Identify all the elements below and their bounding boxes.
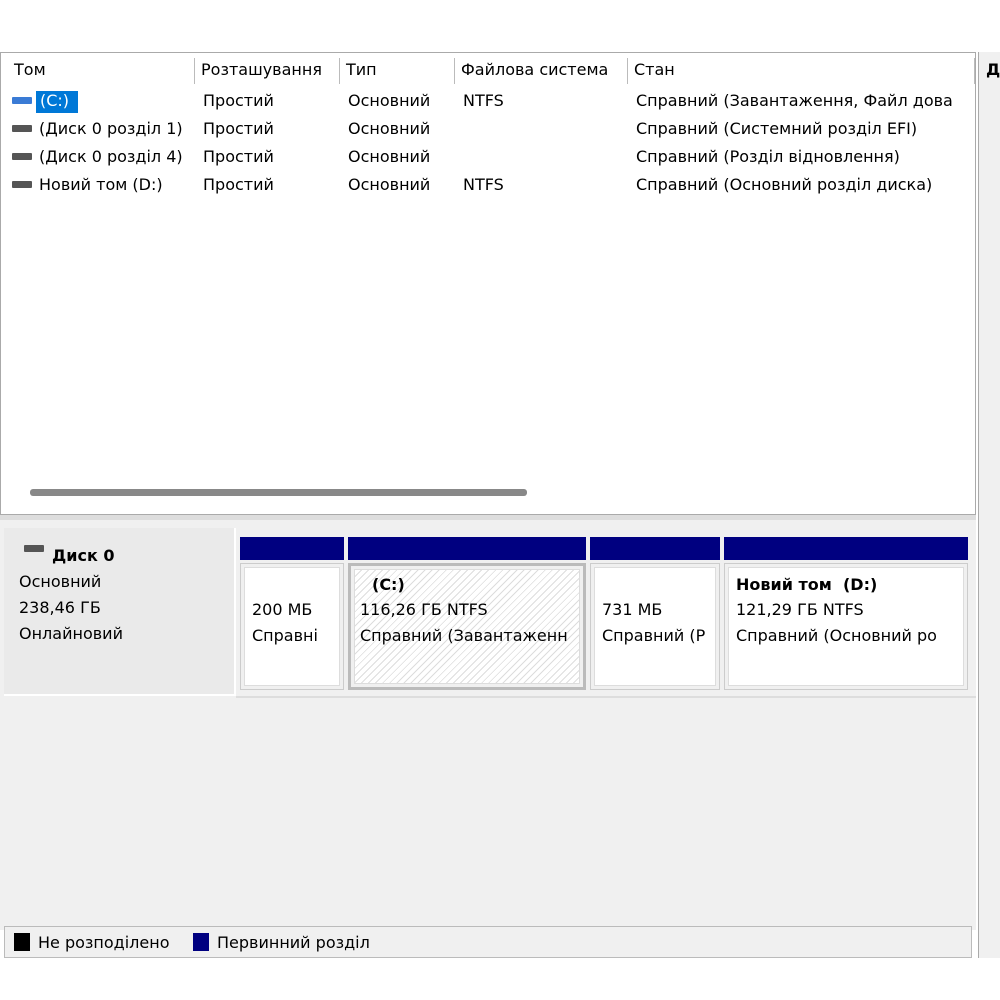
table-cell[interactable]: (Диск 0 розділ 1) — [39, 119, 183, 138]
table-cell[interactable]: Основний — [348, 175, 431, 194]
volume-pane — [0, 52, 976, 515]
table-cell[interactable]: Основний — [348, 91, 431, 110]
partition[interactable] — [348, 563, 586, 690]
table-cell[interactable]: NTFS — [463, 91, 504, 110]
partition[interactable] — [240, 563, 344, 690]
partition-body — [354, 569, 580, 684]
partition[interactable] — [724, 563, 968, 690]
partition-bar — [590, 537, 720, 560]
disk-icon — [24, 545, 44, 552]
drive-icon — [12, 181, 32, 188]
legend-text: Первинний розділ — [217, 933, 370, 952]
drive-icon — [12, 97, 32, 104]
table-cell[interactable]: Справний (Системний розділ EFI) — [636, 119, 918, 138]
table-cell[interactable]: Простий — [203, 147, 274, 166]
table-cell[interactable]: Простий — [203, 91, 274, 110]
partition-bar — [348, 537, 586, 560]
disk-row-line — [236, 696, 976, 698]
table-cell[interactable]: Простий — [203, 119, 274, 138]
disk-info — [4, 528, 236, 696]
partition-size: 200 МБ — [252, 600, 313, 619]
partition-status: Справний (Основний ро — [736, 626, 937, 645]
disk-type: Основний — [19, 572, 102, 591]
partition-body — [728, 567, 964, 686]
splitter — [0, 515, 976, 520]
partition-status: Справні — [252, 626, 318, 645]
disk-status: Онлайновий — [19, 624, 123, 643]
drive-icon — [12, 125, 32, 132]
partition-label: Новий том (D:) — [736, 575, 878, 594]
drive-icon — [12, 153, 32, 160]
table-cell[interactable]: (C:) — [36, 91, 78, 113]
partition-size: 731 МБ — [602, 600, 663, 619]
partition-bar — [240, 537, 344, 560]
partition-body — [594, 567, 716, 686]
column-header[interactable]: Стан — [628, 58, 975, 84]
partition-status: Справний (Завантаженн — [360, 626, 568, 645]
table-cell[interactable]: NTFS — [463, 175, 504, 194]
legend-swatch-unallocated — [14, 933, 30, 951]
legend-swatch-primary — [193, 933, 209, 951]
column-header[interactable]: Розташування — [195, 58, 340, 84]
disk-size: 238,46 ГБ — [19, 598, 101, 617]
legend-bar — [4, 926, 972, 958]
partition-bar — [724, 537, 968, 560]
table-cell[interactable]: Основний — [348, 147, 431, 166]
table-cell[interactable]: Справний (Основний розділ диска) — [636, 175, 933, 194]
disk-name: Диск 0 — [52, 546, 115, 565]
column-header[interactable]: Файлова система — [455, 58, 628, 84]
side-header: Д — [986, 60, 1000, 79]
table-cell[interactable]: Новий том (D:) — [39, 175, 163, 194]
side-pane — [978, 52, 1000, 958]
table-cell[interactable]: Справний (Розділ відновлення) — [636, 147, 900, 166]
table-cell[interactable]: Справний (Завантаження, Файл дова — [636, 91, 953, 110]
partition-label: (C:) — [372, 575, 405, 594]
legend-text: Не розподілено — [38, 933, 170, 952]
table-cell[interactable]: Простий — [203, 175, 274, 194]
partition-body — [244, 567, 340, 686]
table-cell[interactable] — [460, 147, 628, 169]
partition-size: 121,29 ГБ NTFS — [736, 600, 864, 619]
partition-status: Справний (Р — [602, 626, 706, 645]
column-header[interactable]: Том — [8, 58, 195, 84]
h-scrollbar[interactable] — [30, 489, 527, 496]
table-cell[interactable]: (Диск 0 розділ 4) — [39, 147, 183, 166]
partition-size: 116,26 ГБ NTFS — [360, 600, 488, 619]
table-cell[interactable]: Основний — [348, 119, 431, 138]
column-header[interactable]: Тип — [340, 58, 455, 84]
table-cell[interactable] — [460, 119, 628, 141]
partition[interactable] — [590, 563, 720, 690]
